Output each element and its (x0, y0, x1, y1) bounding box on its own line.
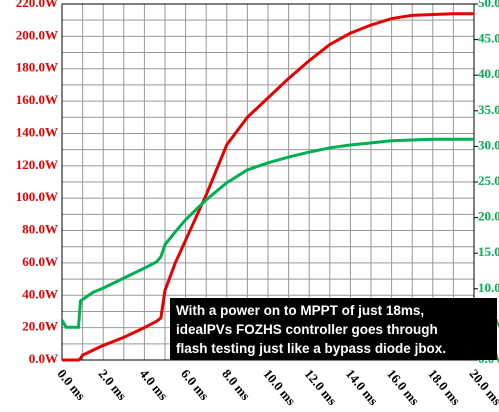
y2-tick-label: 50.0V (478, 0, 499, 10)
annotation-line: With a power on to MPPT of just 18ms, (176, 303, 425, 318)
y2-tick-label: 20.0V (478, 209, 499, 224)
plot-frame (61, 3, 475, 361)
y-tick-label: 140.0W (16, 124, 58, 139)
y-tick-label: 160.0W (16, 92, 58, 107)
x-tick-label: 20.0 ms (466, 366, 499, 408)
y2-tick-label: 30.0V (478, 137, 499, 152)
data-line (60, 137, 474, 329)
y2-tick-label: 40.0V (478, 66, 499, 81)
annotation-box: With a power on to MPPT of just 18ms, id… (170, 298, 497, 360)
y-tick-label: 80.0W (22, 222, 58, 237)
y2-tick-label: 45.0V (478, 31, 499, 46)
x-tick-label: 4.0 ms (137, 366, 171, 403)
y-tick-label: 120.0W (16, 157, 58, 172)
y-tick-label: 60.0W (22, 254, 58, 269)
x-tick-label: 6.0 ms (178, 366, 212, 403)
data-line (62, 12, 474, 362)
x-tick-label: 12.0 ms (302, 366, 340, 408)
y-tick-label: 0.0W (29, 351, 58, 366)
y-tick-label: 220.0W (16, 0, 58, 10)
x-tick-label: 18.0 ms (425, 366, 463, 408)
x-tick-label: 8.0 ms (219, 366, 253, 403)
y-tick-label: 20.0W (22, 319, 58, 334)
y-tick-label: 200.0W (16, 27, 58, 42)
annotation-line: idealPVs FOZHS controller goes through (176, 322, 438, 337)
x-tick-label: 14.0 ms (343, 366, 381, 408)
y-tick-label: 180.0W (16, 60, 58, 75)
y2-tick-label: 15.0V (478, 244, 499, 259)
x-tick-label: 10.0 ms (260, 366, 298, 408)
x-tick-label: 0.0 ms (54, 366, 88, 403)
x-tick-label: 2.0 ms (96, 366, 130, 403)
x-tick-label: 16.0 ms (384, 366, 422, 408)
y2-tick-label: 25.0V (478, 173, 499, 188)
y2-tick-label: 10.0V (478, 280, 499, 295)
y-tick-label: 40.0W (22, 286, 58, 301)
y2-tick-label: 35.0V (478, 102, 499, 117)
y-tick-label: 100.0W (16, 189, 58, 204)
annotation-line: flash testing just like a bypass diode j… (176, 341, 447, 356)
